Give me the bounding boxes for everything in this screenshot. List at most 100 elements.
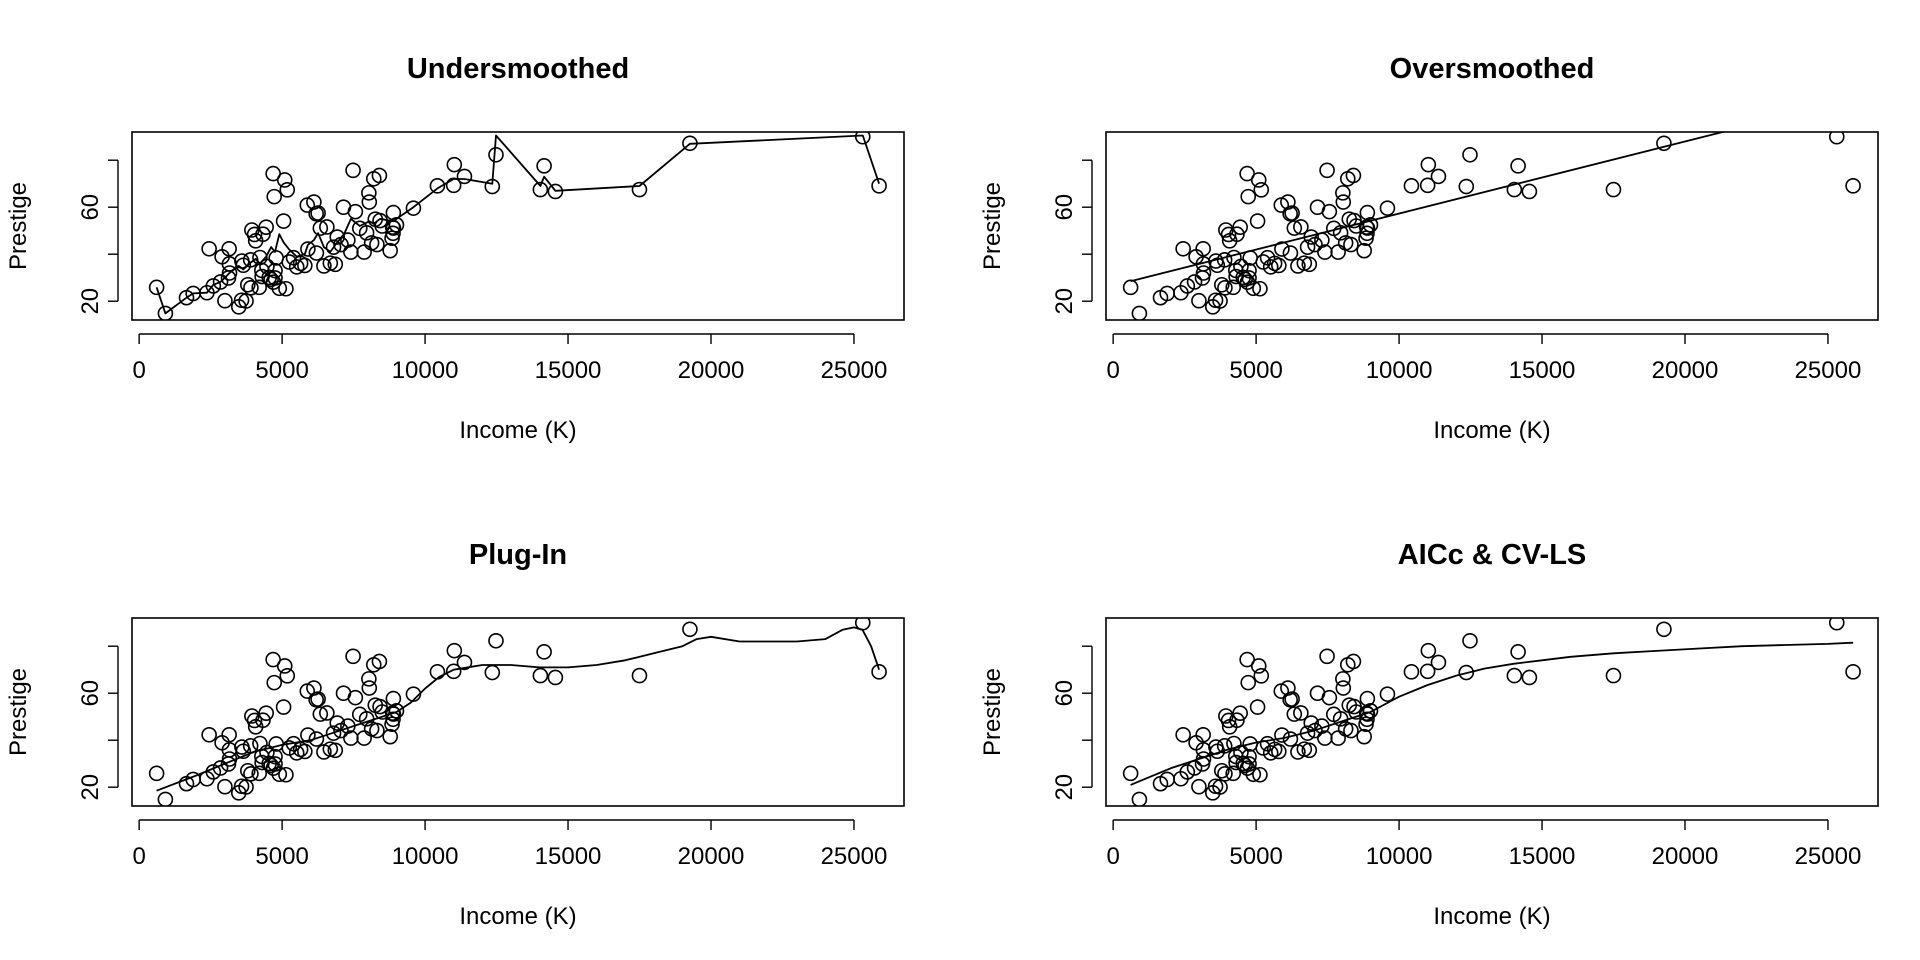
x-tick-label: 5000: [1229, 843, 1282, 870]
data-point: [532, 667, 549, 684]
x-tick-label: 10000: [392, 357, 459, 384]
panel-0: Undersmoothed 0 5000 10000 15000 20000 25000 20…: [5, 53, 905, 444]
data-point: [288, 745, 305, 761]
data-point: [271, 280, 288, 297]
data-point: [547, 669, 564, 686]
data-point: [456, 168, 473, 185]
data-point: [288, 259, 305, 275]
data-point: [1241, 262, 1257, 279]
data-point: [1319, 162, 1335, 179]
data-point: [1335, 671, 1351, 687]
data-point: [1232, 219, 1248, 235]
x-tick-label: 20000: [1652, 357, 1719, 384]
x-tick-label: 15000: [1509, 843, 1576, 870]
data-point: [405, 200, 422, 216]
data-point: [1332, 225, 1349, 241]
data-point: [631, 667, 648, 684]
panel-3: AICc & CV-LS 0 5000 10000 15000 20000 25000 20 6…: [979, 539, 1879, 930]
data-point: [212, 274, 229, 290]
scatter-points: [1122, 132, 1861, 320]
data-point: [258, 705, 274, 721]
data-point: [148, 279, 165, 296]
data-point: [1303, 715, 1320, 731]
data-point: [265, 165, 281, 182]
data-point: [276, 658, 293, 674]
data-point: [1195, 240, 1211, 257]
data-point: [1458, 178, 1475, 195]
data-point: [306, 194, 322, 210]
data-point: [1271, 743, 1287, 760]
data-point: [1419, 663, 1436, 680]
x-tick-label: 20000: [678, 357, 745, 384]
data-point: [325, 239, 342, 255]
data-point: [275, 213, 292, 229]
data-point: [329, 229, 346, 245]
x-tick-label: 0: [132, 843, 145, 870]
data-point: [1250, 658, 1267, 674]
data-point: [1293, 219, 1309, 235]
data-point: [157, 305, 174, 320]
data-point: [345, 648, 361, 665]
x-tick-label: 5000: [1229, 357, 1282, 384]
data-point: [1241, 270, 1257, 286]
data-point: [388, 703, 405, 719]
data-point: [1122, 765, 1139, 782]
data-point: [267, 748, 283, 765]
data-point: [265, 651, 281, 668]
data-point: [1656, 621, 1672, 638]
data-point: [1252, 280, 1268, 297]
x-tick-label: 10000: [392, 843, 459, 870]
data-point: [1186, 274, 1203, 290]
data-point: [205, 278, 222, 294]
data-point: [1319, 648, 1335, 665]
x-tick-label: 15000: [535, 357, 602, 384]
x-tick-label: 15000: [535, 843, 602, 870]
data-point: [1345, 167, 1362, 184]
data-point: [1359, 706, 1376, 722]
data-point: [356, 244, 372, 260]
data-point: [1828, 132, 1845, 145]
data-point: [1343, 236, 1359, 253]
data-point: [1828, 618, 1845, 631]
data-point: [1462, 632, 1478, 649]
data-point: [327, 256, 344, 273]
data-point: [238, 779, 254, 795]
data-point: [1286, 706, 1303, 722]
data-point: [871, 178, 887, 194]
data-point: [1271, 257, 1287, 274]
data-point: [1179, 278, 1196, 294]
data-point: [1195, 265, 1212, 281]
data-point: [1220, 226, 1237, 243]
data-point: [1249, 699, 1266, 715]
data-point: [319, 219, 335, 235]
data-point: [221, 240, 237, 257]
data-point: [1229, 226, 1245, 243]
x-tick-label: 5000: [255, 357, 308, 384]
data-point: [484, 664, 501, 681]
data-point: [361, 185, 377, 201]
data-point: [1131, 305, 1148, 320]
data-point: [1274, 241, 1290, 257]
data-point: [319, 705, 335, 721]
data-point: [1420, 642, 1437, 659]
data-point: [1321, 203, 1338, 220]
scatter-points: [1122, 618, 1861, 806]
data-point: [1239, 651, 1255, 668]
data-point: [308, 731, 325, 747]
data-point: [1362, 703, 1379, 719]
data-point: [238, 293, 254, 309]
data-point: [1845, 664, 1861, 680]
data-point: [221, 265, 238, 281]
data-point: [445, 663, 462, 680]
data-point: [1330, 244, 1346, 260]
data-point: [1214, 762, 1230, 779]
data-point: [217, 292, 233, 309]
data-point: [306, 680, 322, 696]
data-point: [1656, 135, 1672, 152]
data-point: [1379, 686, 1396, 702]
data-point: [251, 279, 268, 296]
data-point: [1240, 188, 1257, 205]
x-axis-label: Income (K): [1433, 417, 1550, 444]
data-point: [1226, 249, 1242, 266]
